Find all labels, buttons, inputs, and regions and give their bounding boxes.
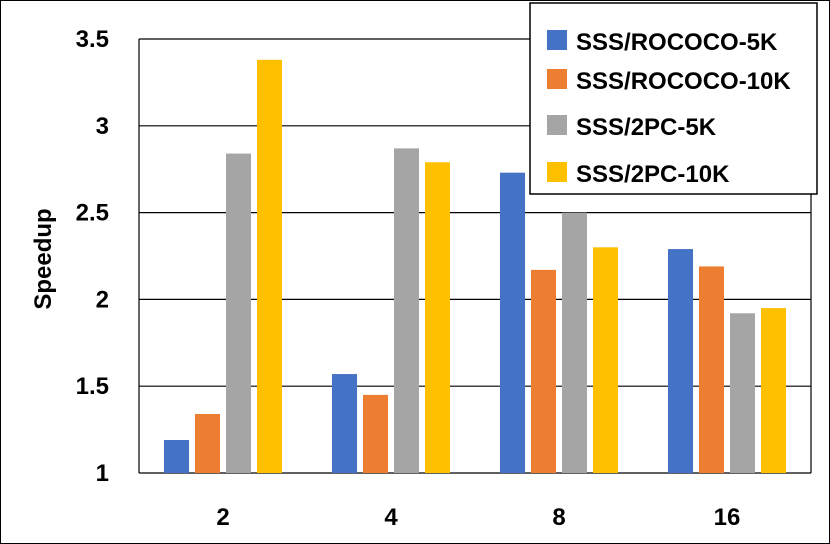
bar-sss-rococo-10k-8	[531, 269, 556, 473]
legend: SSS/ROCOCO-5K SSS/ROCOCO-10K SSS/2PC-5K SSS…	[529, 2, 818, 195]
bar-sss-rococo-10k-16	[699, 266, 724, 473]
legend-swatch	[547, 69, 567, 89]
legend-swatch	[547, 30, 567, 50]
x-tick-label: 8	[552, 504, 565, 531]
bar-sss-2pc-10k-8	[593, 247, 618, 473]
bar-sss-rococo-10k-4	[363, 394, 388, 473]
bar-sss-rococo-10k-2	[195, 413, 220, 473]
bar-sss-2pc-10k-16	[761, 308, 786, 473]
bar-sss-2pc-5k-2	[226, 153, 251, 474]
y-tick-label: 1	[96, 460, 109, 487]
y-tick-labels: 1 1.5 2 2.5 3 3.5	[76, 26, 109, 487]
legend-label: SSS/ROCOCO-10K	[576, 68, 791, 95]
bar-sss-2pc-5k-8	[562, 212, 587, 473]
x-tick-label: 4	[384, 504, 398, 531]
y-axis-title: Speedup	[30, 208, 57, 309]
y-tick-label: 3	[96, 113, 109, 140]
bars	[164, 59, 786, 474]
y-tick-label: 2.5	[76, 200, 109, 227]
bar-sss-2pc-10k-4	[425, 162, 450, 474]
legend-swatch	[547, 115, 567, 135]
bar-sss-2pc-5k-4	[394, 148, 419, 474]
legend-label: SSS/2PC-10K	[576, 161, 730, 188]
legend-box	[529, 2, 818, 195]
legend-label: SSS/2PC-5K	[576, 114, 717, 141]
bar-sss-rococo-5k-2	[164, 440, 189, 473]
bar-sss-rococo-5k-16	[668, 249, 693, 473]
x-tick-label: 2	[216, 504, 229, 531]
legend-label: SSS/ROCOCO-5K	[576, 29, 778, 56]
x-tick-labels: 2 4 8 16	[216, 504, 740, 531]
bar-sss-rococo-5k-8	[500, 172, 525, 473]
legend-swatch	[547, 162, 567, 182]
bar-sss-2pc-10k-2	[257, 59, 282, 473]
bar-sss-rococo-5k-4	[332, 374, 357, 473]
x-tick-label: 16	[714, 504, 741, 531]
y-tick-label: 3.5	[76, 26, 109, 53]
y-tick-label: 1.5	[76, 373, 109, 400]
bar-sss-2pc-5k-16	[730, 313, 755, 473]
y-tick-label: 2	[96, 286, 109, 313]
